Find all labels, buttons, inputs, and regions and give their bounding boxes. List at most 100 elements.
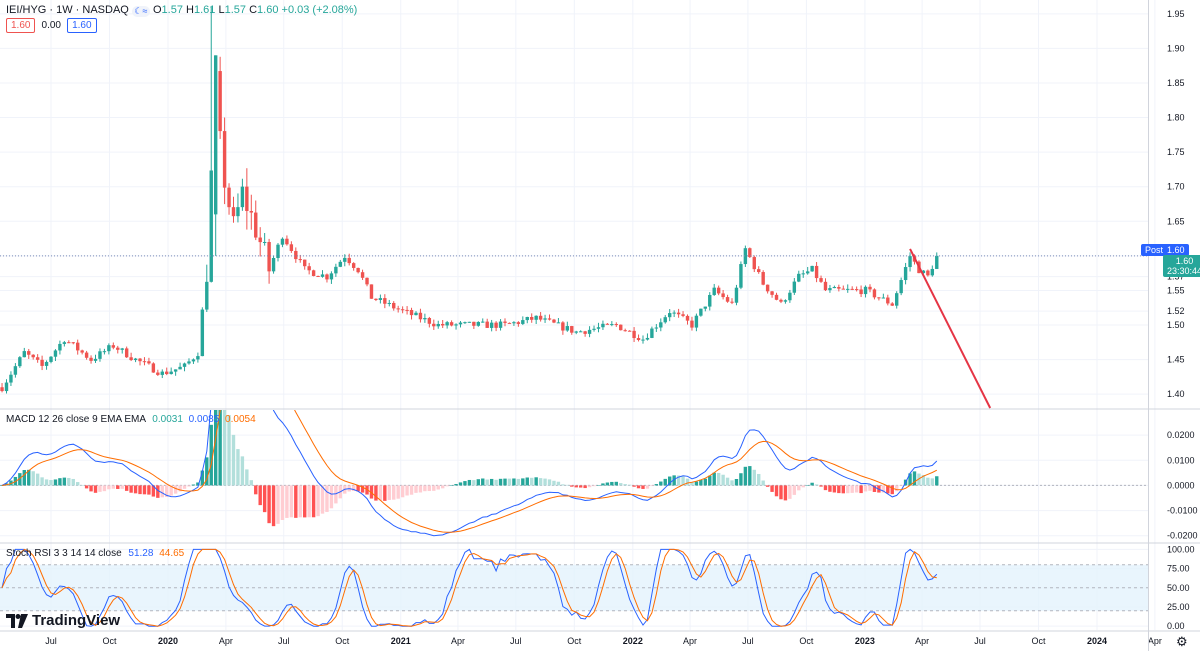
candle-down[interactable] (432, 319, 436, 330)
candle-down[interactable] (757, 266, 761, 274)
candle-up[interactable] (654, 324, 659, 332)
candle-up[interactable] (414, 311, 418, 316)
candle-up[interactable] (641, 335, 645, 344)
candle-up[interactable] (601, 320, 605, 330)
candle-down[interactable] (89, 355, 93, 364)
candle-up[interactable] (53, 349, 58, 361)
candle-down[interactable] (779, 298, 783, 304)
candle-up[interactable] (525, 316, 529, 324)
candle-down[interactable] (76, 339, 80, 355)
candle-up[interactable] (663, 315, 667, 324)
symbol-title[interactable]: IEI/HYG · 1W · NASDAQ (6, 4, 129, 16)
candle-up[interactable] (805, 266, 810, 275)
candle-down[interactable] (890, 302, 894, 306)
candle-down[interactable] (311, 269, 316, 277)
candle-up[interactable] (9, 371, 13, 386)
candle-down[interactable] (850, 286, 854, 291)
candle-up[interactable] (708, 292, 712, 311)
candle-down[interactable] (249, 194, 253, 230)
candle-up[interactable] (209, 6, 213, 283)
candle-up[interactable] (467, 321, 472, 323)
candle-up[interactable] (650, 326, 654, 339)
candle-down[interactable] (561, 321, 565, 335)
candle-down[interactable] (926, 269, 930, 277)
candle-up[interactable] (205, 264, 209, 312)
candle-up[interactable] (58, 340, 62, 355)
candle-up[interactable] (592, 325, 596, 332)
candle-down[interactable] (676, 308, 681, 318)
candle-down[interactable] (111, 342, 116, 350)
candle-down[interactable] (819, 275, 823, 283)
candle-up[interactable] (610, 321, 614, 327)
candle-down[interactable] (725, 294, 730, 303)
candle-down[interactable] (854, 286, 859, 292)
candle-down[interactable] (222, 117, 227, 205)
candle-up[interactable] (280, 237, 285, 248)
candle-down[interactable] (294, 247, 298, 263)
candle-up[interactable] (543, 314, 547, 323)
candle-up[interactable] (329, 271, 334, 284)
candle-up[interactable] (44, 360, 49, 370)
candle-down[interactable] (258, 227, 262, 257)
candle-down[interactable] (427, 316, 432, 328)
candle-up[interactable] (22, 347, 26, 358)
candle-down[interactable] (494, 321, 498, 332)
candle-down[interactable] (67, 340, 71, 344)
candle-down[interactable] (690, 316, 694, 331)
candle-up[interactable] (645, 333, 650, 341)
candle-up[interactable] (694, 313, 699, 332)
candle-down[interactable] (383, 294, 387, 309)
candle-down[interactable] (614, 322, 618, 327)
candle-down[interactable] (872, 288, 877, 300)
candle-down[interactable] (218, 56, 222, 139)
candle-down[interactable] (748, 247, 752, 259)
candle-down[interactable] (365, 277, 369, 287)
candle-down[interactable] (116, 345, 120, 354)
candle-down[interactable] (138, 357, 142, 366)
candle-down[interactable] (623, 328, 627, 332)
candle-down[interactable] (716, 285, 721, 296)
candle-up[interactable] (565, 321, 570, 332)
candle-up[interactable] (481, 318, 485, 323)
candle-up[interactable] (236, 193, 240, 223)
candle-up[interactable] (703, 306, 708, 312)
candle-down[interactable] (289, 241, 294, 253)
candle-down[interactable] (351, 262, 356, 271)
candle-up[interactable] (93, 354, 98, 363)
candle-up[interactable] (13, 363, 18, 378)
candle-up[interactable] (276, 243, 280, 262)
candle-up[interactable] (338, 259, 343, 268)
candle-down[interactable] (619, 324, 623, 331)
candle-up[interactable] (908, 252, 912, 272)
candle-down[interactable] (823, 278, 828, 292)
candle-up[interactable] (788, 289, 792, 303)
candle-up[interactable] (899, 277, 903, 296)
candle-down[interactable] (485, 318, 489, 329)
candle-down[interactable] (374, 298, 378, 302)
candle-up[interactable] (739, 261, 743, 290)
candle-down[interactable] (886, 294, 890, 306)
candle-up[interactable] (320, 270, 325, 278)
candle-down[interactable] (859, 285, 863, 298)
candle-up[interactable] (498, 319, 503, 331)
candle-down[interactable] (307, 262, 311, 275)
candle-down[interactable] (765, 284, 770, 294)
candle-down[interactable] (400, 306, 405, 314)
candle-down[interactable] (770, 290, 774, 298)
candle-down[interactable] (627, 330, 632, 332)
candle-up[interactable] (423, 313, 427, 323)
candle-down[interactable] (761, 270, 765, 286)
candle-down[interactable] (405, 306, 409, 315)
candle-down[interactable] (267, 238, 271, 284)
candle-up[interactable] (832, 285, 837, 289)
candle-down[interactable] (285, 235, 289, 246)
candle-up[interactable] (846, 284, 850, 293)
candle-down[interactable] (84, 350, 89, 360)
candle-down[interactable] (156, 369, 160, 376)
candle-up[interactable] (574, 330, 578, 335)
candle-down[interactable] (449, 320, 454, 327)
candle-down[interactable] (472, 321, 476, 329)
candle-down[interactable] (538, 312, 543, 322)
candle-up[interactable] (476, 321, 481, 327)
candle-down[interactable] (347, 253, 351, 266)
